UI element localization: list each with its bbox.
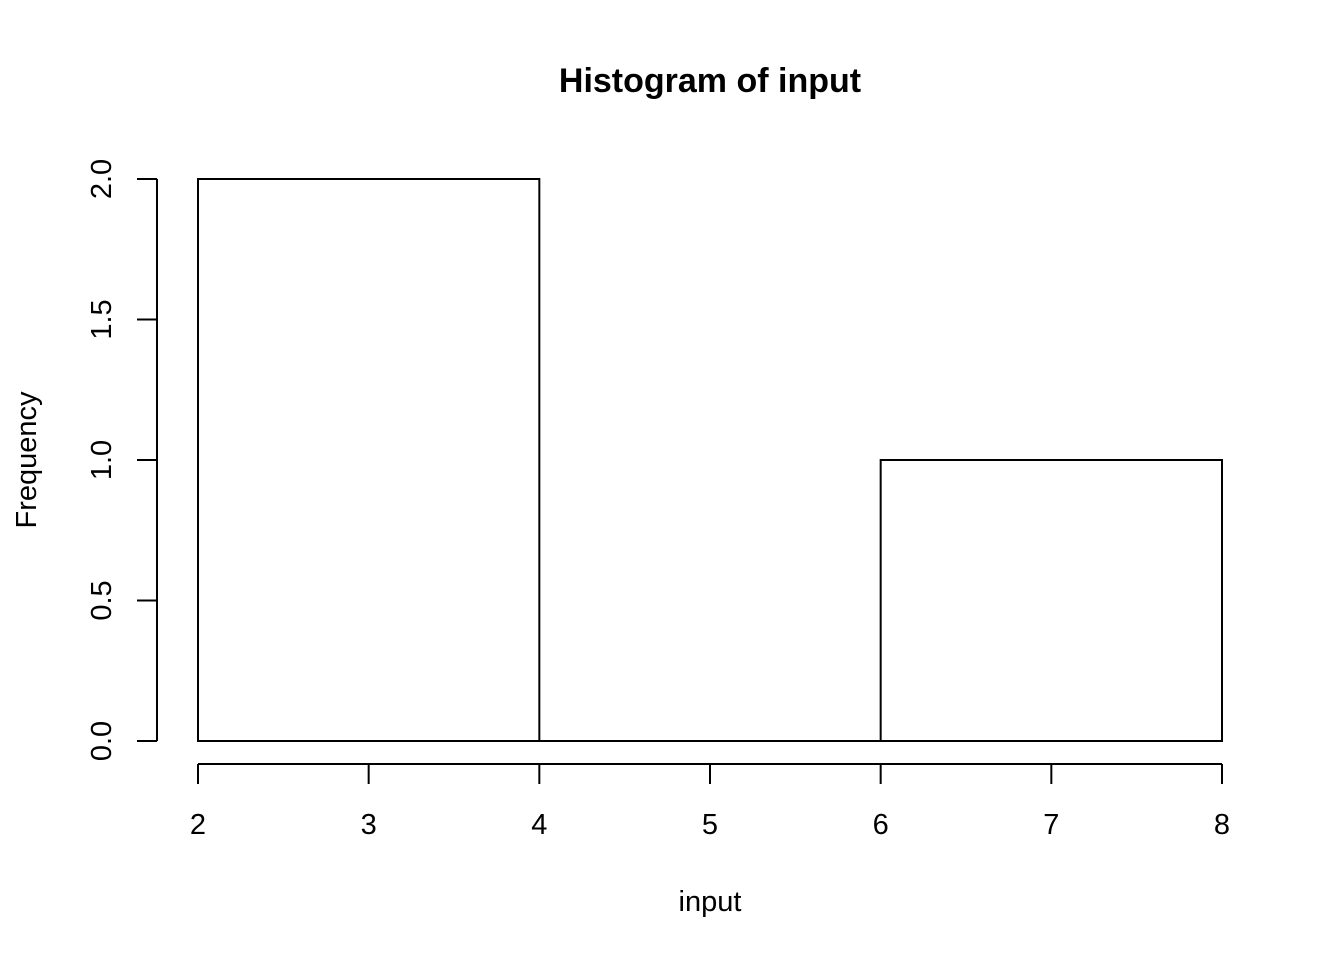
x-tick-label-3: 3 [361,809,377,841]
histogram-bar-2 [879,459,1224,742]
y-tick-label-1.0: 1.0 [86,440,118,480]
x-tick-label-8: 8 [1214,809,1230,841]
x-tick-label-2: 2 [190,809,206,841]
x-tick-label-5: 5 [702,809,718,841]
x-tick-label-6: 6 [873,809,889,841]
y-tick-label-2.0: 2.0 [86,159,118,199]
y-tick-label-1.5: 1.5 [86,299,118,339]
y-tick-label-0.0: 0.0 [86,721,118,761]
x-tick-label-4: 4 [531,809,547,841]
x-tick-label-7: 7 [1043,809,1059,841]
y-axis-title: Frequency [11,391,43,529]
y-axis: 0.0 0.5 1.0 1.5 2.0 [86,159,158,761]
chart-title: Histogram of input [559,62,861,100]
bars-group [197,178,1224,742]
y-tick-label-0.5: 0.5 [86,580,118,620]
histogram-bar-0 [197,178,541,742]
x-axis-title: input [679,886,742,918]
x-axis: 2 3 4 5 6 7 8 [190,763,1230,841]
